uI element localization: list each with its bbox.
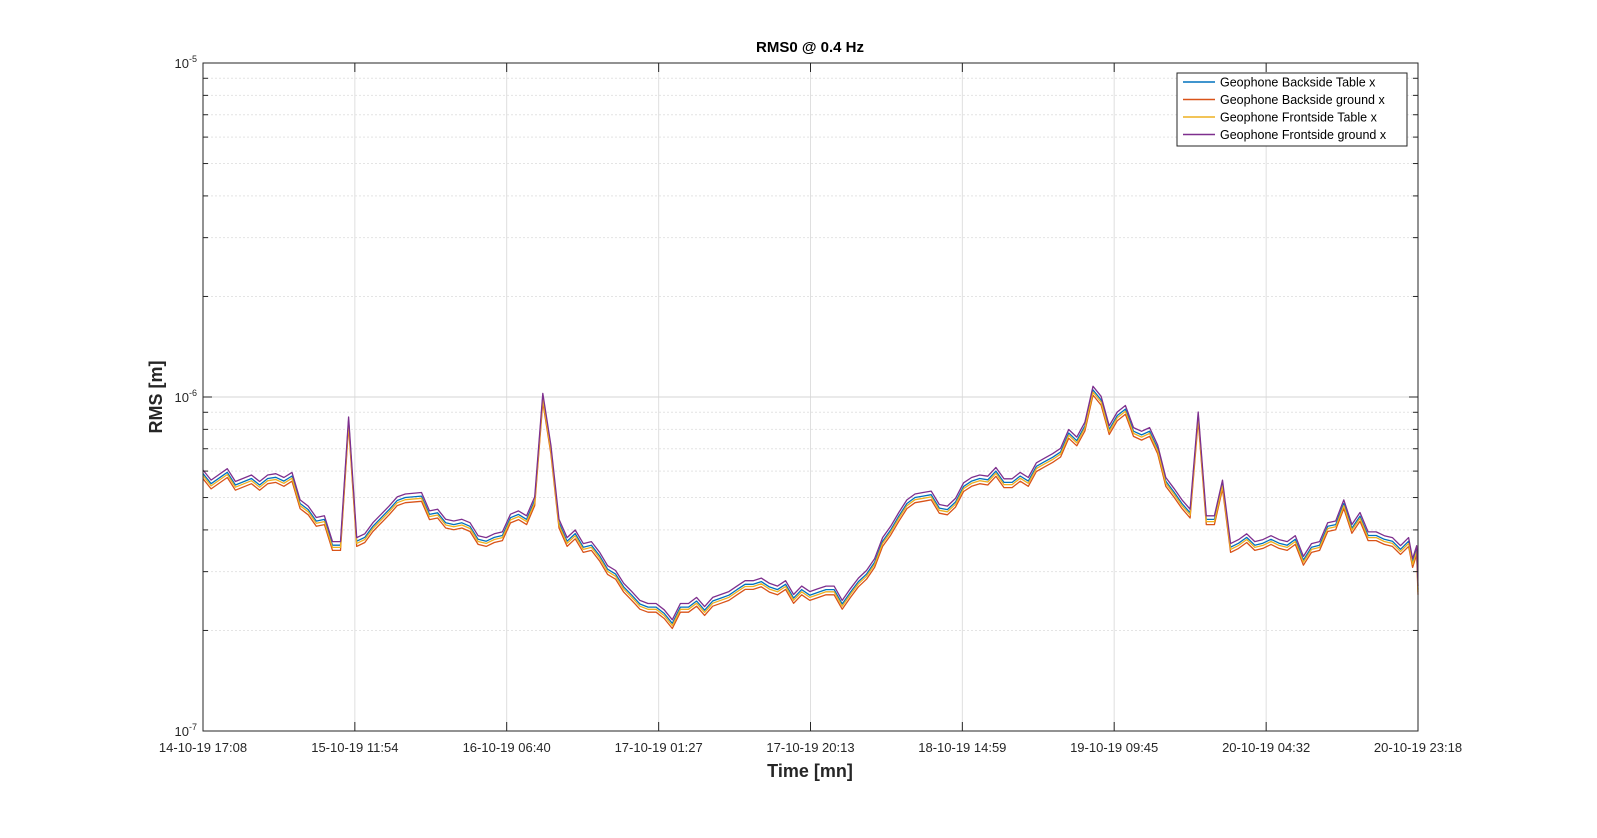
- legend-box: [1176, 72, 1408, 147]
- y-tick-labels: 10-7 10-6 10-5: [175, 54, 197, 739]
- y-tick-label: 10-7: [175, 722, 197, 739]
- x-tick-label: 19-10-19 09:45: [1070, 740, 1158, 755]
- y-tick-label: 10-6: [175, 388, 197, 405]
- series-line-4: [202, 385, 1419, 621]
- y-tick-label: 10-5: [175, 54, 197, 71]
- tick-marks: [202, 62, 1419, 732]
- x-axis-title: Time [mn]: [767, 761, 853, 781]
- x-tick-label: 17-10-19 20:13: [766, 740, 854, 755]
- x-tick-label: 15-10-19 11:54: [311, 740, 398, 755]
- chart-title: RMS0 @ 0.4 Hz: [756, 39, 864, 56]
- legend-label: Geophone Backside ground x: [1220, 93, 1385, 107]
- x-tick-label: 20-10-19 04:32: [1222, 740, 1310, 755]
- series-line-2: [202, 394, 1419, 630]
- series-line-3: [202, 391, 1419, 627]
- x-tick-labels: 14-10-19 17:08 15-10-19 11:54 16-10-19 06:…: [159, 740, 1462, 755]
- series-lines: [202, 385, 1419, 630]
- legend-label: Geophone Frontside ground x: [1220, 128, 1387, 142]
- x-tick-label: 18-10-19 14:59: [918, 740, 1006, 755]
- legend: Geophone Backside Table x Geophone Backsi…: [1176, 72, 1408, 147]
- legend-label: Geophone Frontside Table x: [1220, 111, 1378, 125]
- x-tick-label: 20-10-19 23:18: [1374, 740, 1462, 755]
- legend-label: Geophone Backside Table x: [1220, 76, 1376, 90]
- x-tick-label: 14-10-19 17:08: [159, 740, 247, 755]
- x-tick-label: 17-10-19 01:27: [615, 740, 703, 755]
- x-tick-label: 16-10-19 06:40: [463, 740, 551, 755]
- series-line-1: [202, 389, 1419, 625]
- y-axis-title: RMS [m]: [146, 361, 166, 434]
